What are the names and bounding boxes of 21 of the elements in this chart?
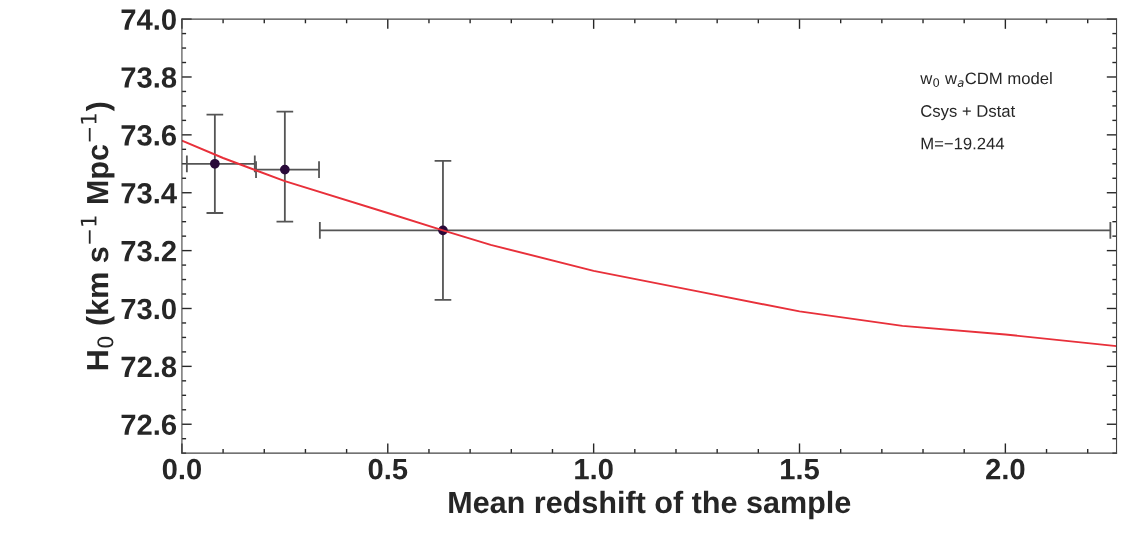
annotation: M=−19.244 [921,137,1005,150]
y-tick-label: 73.2 [121,240,176,262]
y-tick-label: 73.4 [121,182,177,204]
annotation: Csys + Dstat [921,105,1016,121]
y-tick-label: 73.0 [121,298,176,320]
x-tick-label: 1.5 [781,459,819,480]
point [209,158,220,169]
y-tick-label: 74.0 [121,9,176,30]
y-axis-title: H$_{0}$ (km s$^{−1}$ Mpc$^{−1}$) [80,102,115,370]
annotation: w$_{0}$ w$_{a}$CDM model [920,72,1052,87]
y-tick-label: 73.8 [121,67,177,88]
x-tick-label: 2.0 [986,458,1025,480]
line-series [181,139,1117,348]
y-tick-label: 72.8 [121,356,177,378]
point [279,164,290,175]
x-tick-label: 1.0 [575,458,613,480]
x-tick-label: 0.5 [368,458,408,480]
x-tick-label: 0.0 [162,458,201,480]
y-tick-label: 73.6 [121,125,177,146]
x-axis-title: Mean redshift of the sample [449,490,851,520]
y-tick-label: 72.6 [121,414,177,436]
